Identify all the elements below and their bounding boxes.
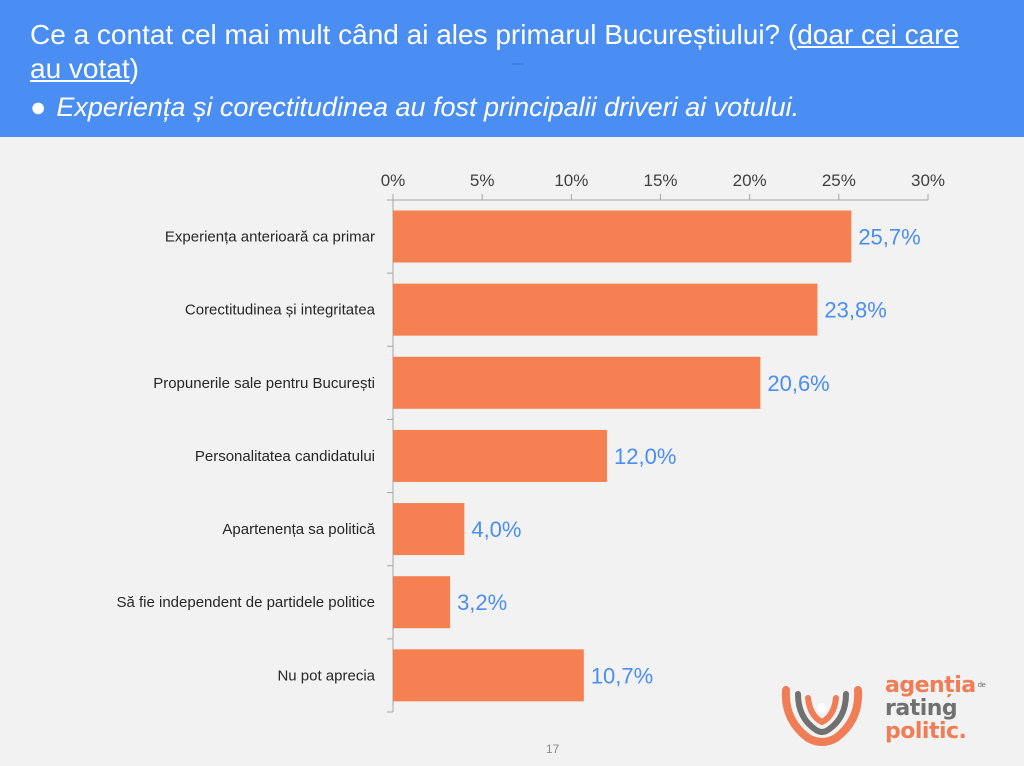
key-insight-text: Experiența și corectitudinea au fost pri…	[56, 92, 800, 122]
data-label: 12,0%	[614, 444, 676, 469]
question-title: Ce a contat cel mai mult când ai ales pr…	[30, 18, 990, 86]
data-label: 20,6%	[767, 371, 829, 396]
logo-mark-icon	[781, 686, 863, 746]
category-label: Nu pot aprecia	[277, 667, 375, 684]
category-label: Personalitatea candidatului	[195, 448, 375, 465]
x-tick-label: 30%	[911, 171, 945, 190]
header-marker	[512, 63, 524, 65]
agency-logo: agenția de rating politic.	[778, 672, 986, 752]
x-tick-label: 25%	[822, 171, 856, 190]
bullet-icon: ●	[30, 92, 47, 122]
data-label: 4,0%	[471, 517, 521, 542]
category-label: Apartenența sa politică	[222, 521, 375, 538]
key-insight: ● Experiența și corectitudinea au fost pr…	[30, 90, 799, 124]
question-text: Ce a contat cel mai mult când ai ales pr…	[30, 19, 798, 50]
question-close-paren: )	[129, 53, 139, 84]
data-label: 23,8%	[824, 298, 886, 323]
x-tick-label: 10%	[554, 171, 588, 190]
question-link[interactable]: doar cei care au votat	[30, 19, 960, 84]
x-tick-label: 0%	[381, 171, 406, 190]
logo-line-2: rating	[885, 696, 958, 721]
logo-small-text: de	[977, 681, 986, 689]
bar	[393, 649, 584, 702]
category-label: Propunerile sale pentru București	[153, 375, 375, 392]
data-label: 25,7%	[858, 225, 920, 250]
category-label: Corectitudinea și integritatea	[185, 302, 376, 319]
logo-line-1: agenția	[885, 673, 976, 698]
data-label: 3,2%	[457, 590, 507, 615]
bar	[393, 576, 451, 629]
bar	[393, 503, 465, 556]
data-label: 10,7%	[591, 663, 653, 688]
bar	[393, 356, 761, 409]
category-label: Experiența anterioară ca primar	[165, 229, 375, 246]
bar	[393, 429, 607, 482]
x-tick-label: 15%	[643, 171, 677, 190]
bar-chart: 0% 5% 10% 15% 20% 25% 30% Experiența anterioară…	[116, 171, 945, 713]
x-tick-label: 5%	[470, 171, 495, 190]
x-tick-label: 20%	[733, 171, 767, 190]
logo-line-3: politic.	[885, 719, 967, 744]
category-label: Să fie independent de partidele politice	[116, 594, 375, 611]
logo-wordmark: agenția de rating politic.	[885, 673, 986, 744]
bar	[393, 283, 818, 336]
page-number: 17	[546, 742, 560, 756]
slide-header: Ce a contat cel mai mult când ai ales pr…	[0, 0, 1024, 137]
bar	[393, 210, 852, 263]
